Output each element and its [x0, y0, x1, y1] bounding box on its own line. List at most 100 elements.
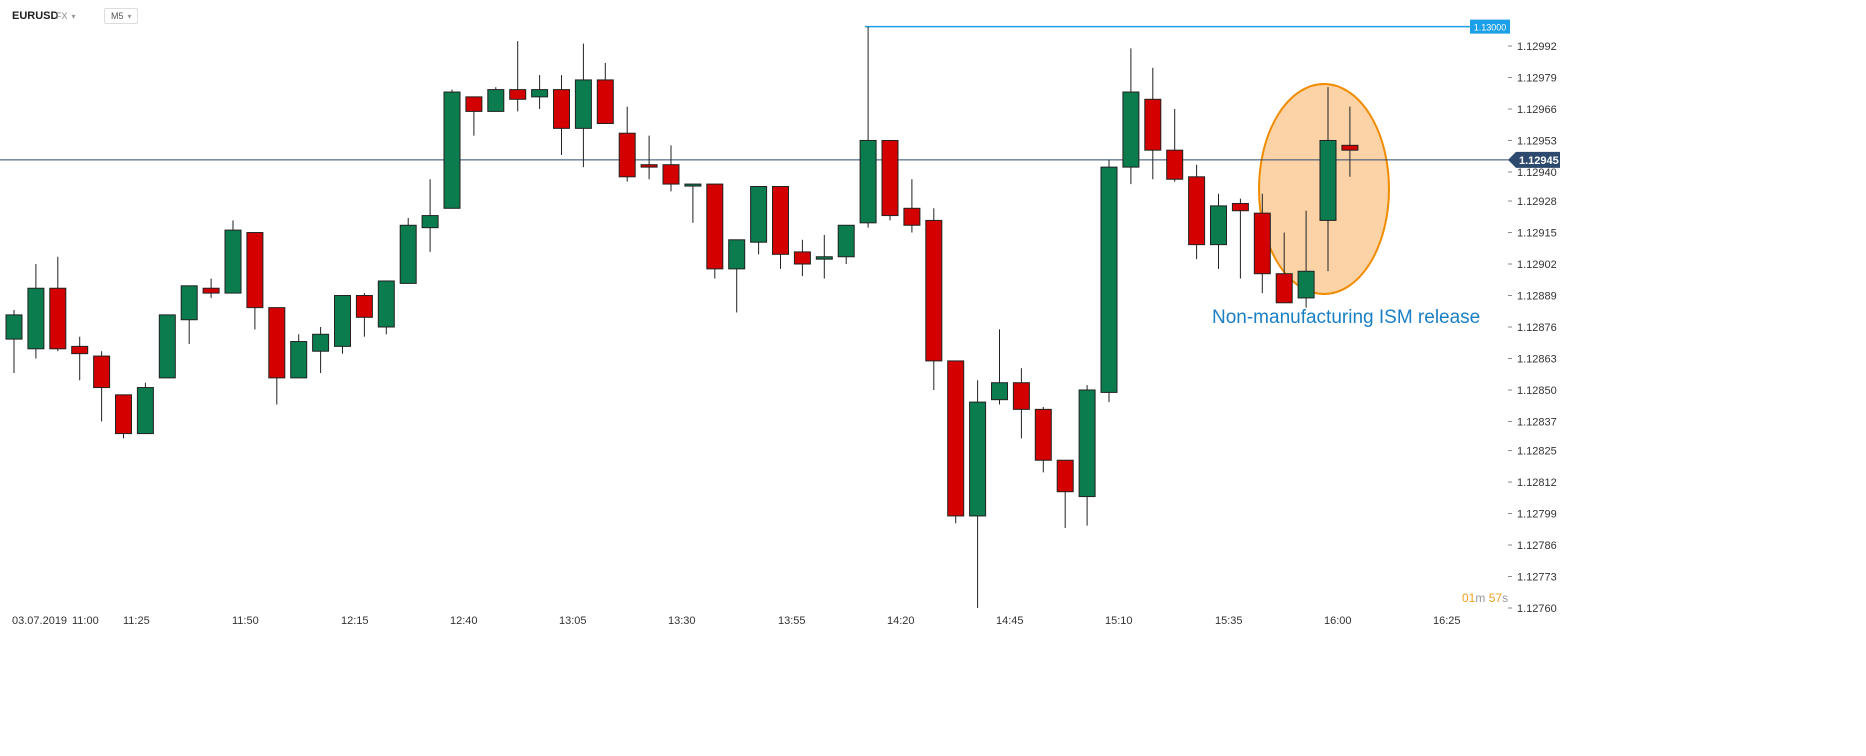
countdown-minutes-unit: m — [1475, 591, 1486, 605]
x-tick-label: 11:00 — [72, 615, 99, 627]
candle — [487, 87, 505, 112]
candle — [1144, 67, 1162, 180]
y-tick-label: 1.12966 — [1517, 104, 1557, 116]
candle-body-down — [49, 287, 67, 350]
candle-body-down — [640, 164, 658, 168]
candle — [1188, 164, 1206, 260]
candle-body-down — [1275, 273, 1293, 304]
candle-body-up — [334, 295, 351, 347]
current-price-label: 1.12945 — [1519, 155, 1559, 167]
y-tick-label: 1.12915 — [1517, 228, 1557, 240]
countdown-seconds: 57 — [1488, 591, 1503, 605]
candle — [509, 41, 527, 112]
candle-body-up — [750, 186, 768, 243]
candle — [706, 183, 724, 279]
candle — [991, 329, 1008, 405]
y-tick-label: 1.12876 — [1517, 322, 1557, 334]
candle-body-down — [1188, 176, 1206, 246]
candle-body-up — [290, 341, 308, 379]
candle — [1078, 385, 1096, 526]
candle-body-down — [246, 232, 264, 309]
candle — [1210, 193, 1227, 269]
x-tick-label: 14:45 — [996, 615, 1024, 627]
candle — [180, 285, 198, 344]
candle — [71, 336, 89, 381]
candle-body-down — [793, 251, 811, 265]
candle — [1297, 210, 1315, 308]
candle — [859, 26, 877, 228]
x-tick-label: 15:35 — [1215, 615, 1243, 627]
candle — [815, 234, 833, 279]
symbol-label[interactable]: EURUSD — [12, 10, 59, 22]
y-tick-label: 1.12979 — [1517, 72, 1557, 84]
candle-body-down — [1341, 144, 1359, 151]
candle-body-down — [509, 89, 527, 100]
candle — [574, 43, 592, 168]
candle-body-up — [487, 89, 505, 112]
candle — [553, 75, 570, 156]
candle-body-up — [443, 91, 461, 209]
candle — [947, 360, 965, 524]
candle-body-down — [925, 219, 943, 362]
x-tick-label: 16:00 — [1324, 615, 1352, 627]
candle-body-up — [1122, 91, 1140, 168]
candle-body-up — [421, 215, 439, 229]
level-line-label: 1.13000 — [1474, 23, 1507, 33]
candle — [728, 239, 746, 313]
countdown-minutes: 01 — [1462, 591, 1476, 605]
y-tick-label: 1.12760 — [1517, 603, 1557, 615]
candle — [115, 394, 132, 439]
candle-body-down — [553, 89, 570, 129]
candle — [443, 89, 461, 209]
candle-body-down — [947, 360, 965, 517]
candle-body-down — [1253, 212, 1271, 275]
candle-body-up — [969, 401, 987, 517]
x-tick-label: 03.07.2019 — [12, 615, 67, 627]
candle — [49, 256, 67, 352]
candle-body-up — [312, 333, 330, 352]
candle — [596, 62, 614, 125]
candle-body-down — [772, 186, 789, 255]
candle-body-down — [1012, 382, 1030, 410]
candle-body-up — [1078, 389, 1096, 498]
candle — [925, 208, 943, 390]
level-line-badge — [1470, 19, 1510, 34]
candle-body-down — [706, 183, 724, 270]
market-selector[interactable]: FX ▾ — [56, 11, 76, 21]
candle — [268, 307, 286, 405]
y-tick-label: 1.12902 — [1517, 259, 1557, 271]
candle — [1100, 159, 1118, 403]
x-tick-label: 14:20 — [887, 615, 915, 627]
candle — [1275, 232, 1293, 304]
y-tick-label: 1.12799 — [1517, 509, 1557, 521]
candle-body-up — [5, 314, 23, 340]
y-tick-label: 1.12825 — [1517, 446, 1557, 458]
candle — [1253, 193, 1271, 294]
candle-body-down — [115, 394, 132, 435]
x-tick-label: 13:55 — [778, 615, 806, 627]
candle-body-up — [1319, 139, 1337, 221]
current-price-badge — [1508, 151, 1560, 168]
y-tick-label: 1.12928 — [1517, 196, 1557, 208]
candle-body-up — [531, 89, 549, 98]
timeframe-label: M5 — [111, 11, 124, 21]
candle — [202, 278, 220, 298]
candle — [465, 96, 483, 136]
y-tick-label: 1.12773 — [1517, 572, 1557, 584]
candle-body-down — [662, 164, 680, 185]
x-tick-label: 12:40 — [450, 615, 478, 627]
candle-body-up — [684, 183, 702, 187]
y-tick-label: 1.12786 — [1517, 540, 1557, 552]
candle — [377, 280, 395, 335]
x-tick-label: 13:30 — [668, 615, 696, 627]
timeframe-selector[interactable]: M5 ▾ — [104, 8, 138, 24]
y-tick-label: 1.12992 — [1517, 41, 1557, 53]
candle-body-up — [399, 224, 417, 284]
candle-body-down — [618, 132, 636, 178]
y-tick-label: 1.12940 — [1517, 167, 1557, 179]
chevron-down-icon: ▾ — [71, 11, 76, 21]
chevron-down-icon: ▾ — [127, 11, 132, 21]
candle-body-up — [1210, 205, 1227, 246]
candle — [750, 186, 768, 255]
